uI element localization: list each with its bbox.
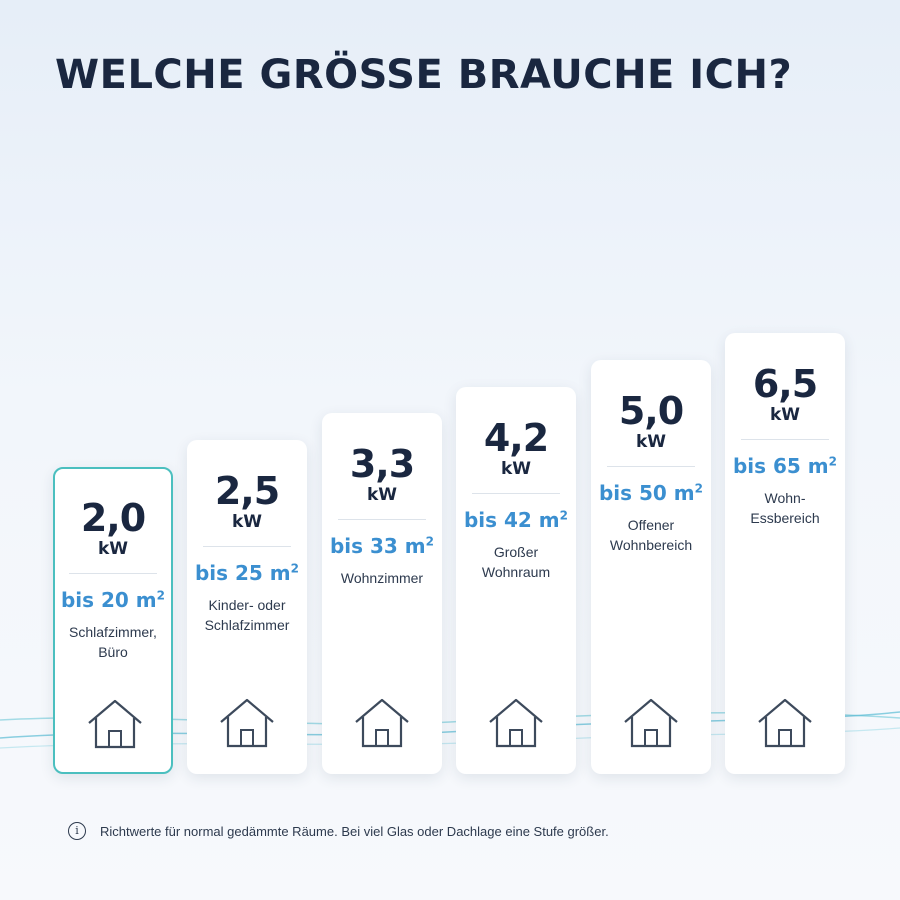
kw-value: 6,5 xyxy=(752,362,818,406)
divider xyxy=(69,573,157,574)
size-option-2-5-kw[interactable]: 2,5 kW bis 25 m2 Kinder- oder Schlafzimm… xyxy=(187,440,307,774)
size-option-5-0-kw[interactable]: 5,0 kW bis 50 m2 Offener Wohnbereich xyxy=(591,360,711,774)
area-label: bis 25 m2 xyxy=(194,561,300,585)
divider xyxy=(203,546,291,547)
area-label: bis 20 m2 xyxy=(60,588,166,612)
area-label: bis 50 m2 xyxy=(598,481,704,505)
divider xyxy=(741,439,829,440)
house-icon xyxy=(489,698,543,748)
size-option-2-0-kw[interactable]: 2,0 kW bis 20 m2 Schlafzimmer, Büro xyxy=(53,467,173,774)
size-option-3-3-kw[interactable]: 3,3 kW bis 33 m2 Wohnzimmer xyxy=(322,413,442,774)
kw-value: 3,3 xyxy=(349,442,415,486)
footnote-text: Richtwerte für normal gedämmte Räume. Be… xyxy=(100,823,609,839)
kw-value: 4,2 xyxy=(483,416,549,460)
page-title: WELCHE GRÖSSE BRAUCHE ICH? xyxy=(55,52,793,98)
house-icon xyxy=(220,698,274,748)
area-label: bis 33 m2 xyxy=(329,534,435,558)
house-icon xyxy=(758,698,812,748)
kw-unit: kW xyxy=(635,432,667,452)
kw-unit: kW xyxy=(366,485,398,505)
info-icon: i xyxy=(68,822,86,840)
area-label: bis 42 m2 xyxy=(463,508,569,532)
kw-value: 5,0 xyxy=(618,389,684,433)
kw-unit: kW xyxy=(231,512,263,532)
house-icon xyxy=(624,698,678,748)
house-icon xyxy=(88,699,142,749)
room-label: Wohn-Essbereich xyxy=(750,490,820,526)
room-label: Schlafzimmer, Büro xyxy=(69,624,157,660)
divider xyxy=(338,519,426,520)
kw-unit: kW xyxy=(769,405,801,425)
room-label: Offener Wohnbereich xyxy=(609,517,693,553)
kw-value: 2,5 xyxy=(214,469,280,513)
size-option-4-2-kw[interactable]: 4,2 kW bis 42 m2 Großer Wohnraum xyxy=(456,387,576,774)
room-label: Wohnzimmer xyxy=(340,570,424,586)
size-option-6-5-kw[interactable]: 6,5 kW bis 65 m2 Wohn-Essbereich xyxy=(725,333,845,774)
kw-unit: kW xyxy=(500,459,532,479)
kw-unit: kW xyxy=(97,539,129,559)
divider xyxy=(472,493,560,494)
house-icon xyxy=(355,698,409,748)
kw-value: 2,0 xyxy=(80,496,146,540)
footnote: i Richtwerte für normal gedämmte Räume. … xyxy=(68,822,609,840)
room-label: Kinder- oder Schlafzimmer xyxy=(204,597,290,633)
area-label: bis 65 m2 xyxy=(732,454,838,478)
room-label: Großer Wohnraum xyxy=(481,544,551,580)
divider xyxy=(607,466,695,467)
